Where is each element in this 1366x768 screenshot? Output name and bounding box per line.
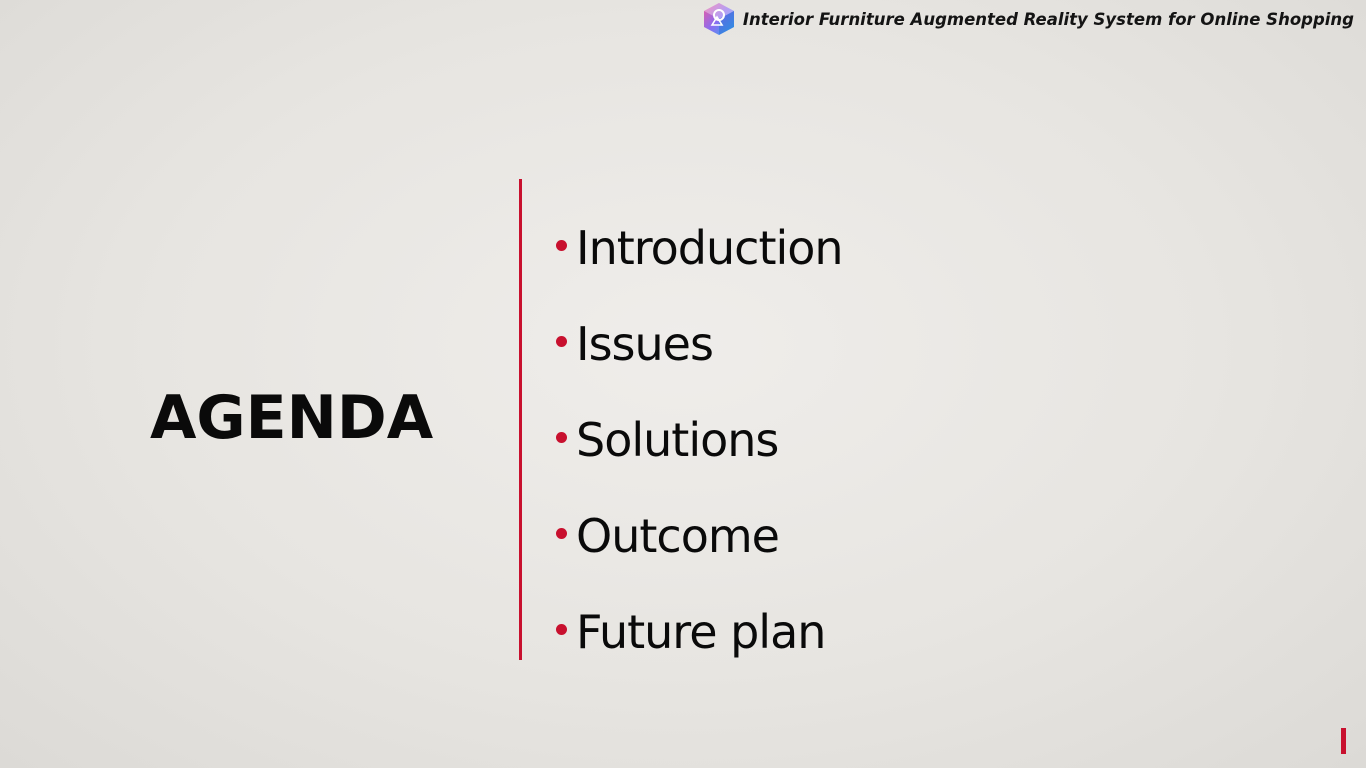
- slide-progress-marker: [1341, 728, 1346, 754]
- bullet-icon: [556, 335, 567, 347]
- agenda-item-future-plan: Future plan: [556, 584, 843, 680]
- agenda-item-outcome: Outcome: [556, 488, 843, 584]
- agenda-item-label: Introduction: [576, 221, 844, 275]
- agenda-item-solutions: Solutions: [556, 392, 843, 488]
- slide-title: AGENDA: [150, 383, 434, 453]
- vertical-divider: [519, 179, 522, 660]
- agenda-list: Introduction Issues Solutions Outcome Fu…: [556, 200, 844, 680]
- agenda-item-label: Issues: [576, 317, 714, 371]
- agenda-item-label: Future plan: [576, 605, 826, 659]
- ar-logo-icon: [703, 3, 734, 35]
- bullet-icon: [556, 527, 567, 539]
- agenda-item-introduction: Introduction: [556, 200, 844, 296]
- presentation-title: Interior Furniture Augmented Reality Sys…: [742, 9, 1354, 29]
- bullet-icon: [556, 623, 567, 635]
- bullet-icon: [556, 239, 567, 251]
- agenda-item-label: Solutions: [576, 413, 779, 467]
- agenda-item-issues: Issues: [556, 296, 843, 392]
- slide-header: Interior Furniture Augmented Reality Sys…: [701, 0, 1354, 38]
- bullet-icon: [556, 431, 567, 443]
- agenda-item-label: Outcome: [576, 509, 780, 563]
